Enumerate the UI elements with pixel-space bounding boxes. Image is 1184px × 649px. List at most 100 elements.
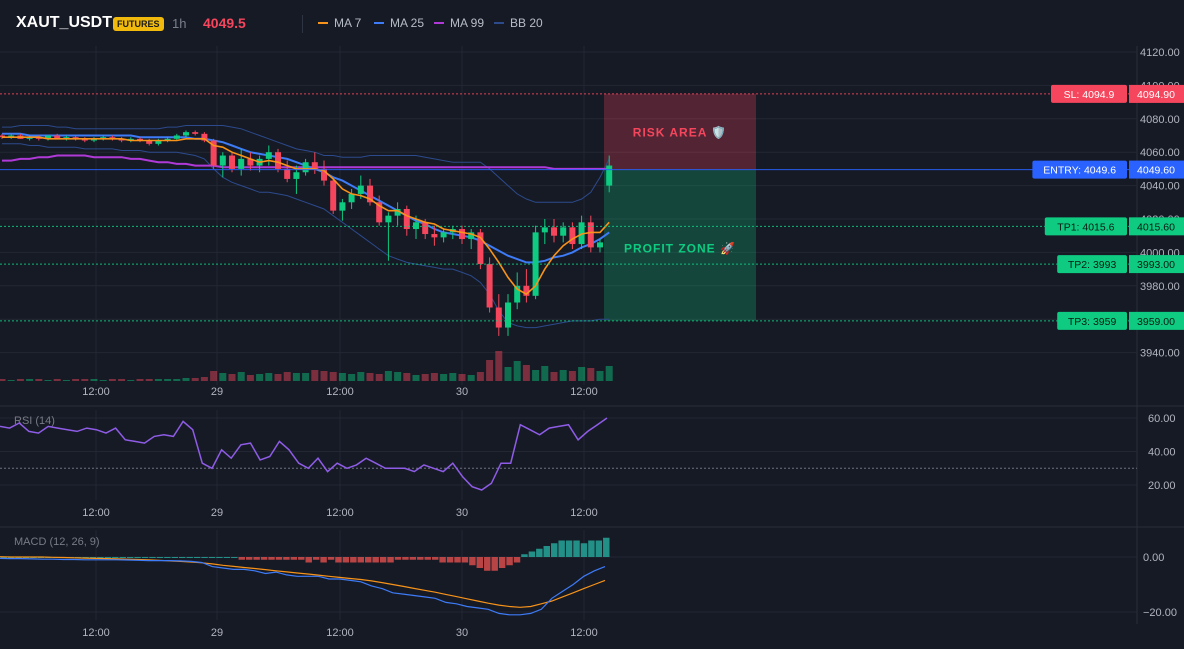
volume-bar: [541, 366, 549, 381]
volume-bar: [256, 374, 264, 381]
volume-bar: [394, 372, 402, 381]
ma25-swatch: [374, 22, 384, 24]
macd-histogram-bar: [179, 557, 186, 558]
x-tick-label: 12:00: [570, 386, 598, 398]
candle-body: [541, 227, 548, 233]
candle-body: [348, 193, 355, 203]
x-tick-label: 29: [211, 627, 223, 639]
macd-histogram-bar: [513, 557, 521, 563]
volume-bar: [384, 371, 392, 381]
price-axis-tag-label: 3959.00: [1137, 316, 1175, 328]
candle-body: [486, 264, 493, 308]
candle-body: [514, 285, 521, 303]
candle-body: [247, 158, 254, 166]
macd-histogram-bar: [82, 557, 89, 558]
macd-histogram-bar: [461, 557, 469, 563]
volume-bar: [320, 371, 328, 381]
volume-bar: [26, 379, 34, 381]
candle-body: [81, 138, 88, 141]
macd-histogram-bar: [268, 557, 275, 560]
legend-ma99[interactable]: MA 99: [434, 16, 484, 30]
legend-bb20[interactable]: BB 20: [494, 16, 543, 30]
bb-upper-line: [2, 125, 610, 203]
legend-ma25[interactable]: MA 25: [374, 16, 424, 30]
macd-histogram-bar: [245, 557, 253, 560]
candle-body: [275, 152, 281, 169]
macd-histogram-bar: [387, 557, 394, 563]
x-tick-label: 12:00: [570, 507, 598, 519]
last-price: 4049.5: [203, 15, 246, 31]
y-tick-label: 4120.00: [1140, 47, 1180, 59]
macd-histogram-bar: [112, 557, 119, 558]
price-axis-tag-label: 4015.60: [1137, 221, 1175, 233]
candle-body: [403, 208, 410, 230]
macd-y-tick-label: 0.00: [1143, 552, 1164, 564]
rsi-y-tick-label: 20.00: [1148, 480, 1176, 492]
volume-bar: [357, 372, 365, 381]
candle-body: [238, 158, 245, 169]
volume-bar: [403, 373, 411, 381]
macd-histogram-bar: [275, 557, 283, 560]
candle-body: [26, 137, 33, 139]
legend-ma7[interactable]: MA 7: [318, 16, 361, 30]
macd-histogram-bar: [484, 557, 491, 571]
x-tick-label: 30: [456, 507, 468, 519]
macd-histogram-bar: [573, 540, 580, 557]
macd-histogram-bar: [171, 557, 179, 558]
x-tick-label: 12:00: [82, 386, 110, 398]
y-tick-label: 4040.00: [1140, 181, 1180, 193]
ma99-swatch: [434, 22, 444, 24]
ma7-swatch: [318, 22, 328, 24]
candle-body: [164, 138, 171, 141]
rsi-line: [0, 417, 608, 491]
macd-histogram-bar: [543, 546, 550, 557]
candle-body: [357, 185, 364, 194]
x-tick-label: 12:00: [82, 507, 110, 519]
volume-bar: [292, 373, 300, 381]
symbol-title[interactable]: XAUT_USDT: [16, 14, 113, 31]
macd-histogram-bar: [424, 557, 431, 560]
volume-bar: [476, 372, 484, 381]
macd-histogram-bar: [208, 557, 216, 558]
macd-histogram-bar: [193, 557, 201, 558]
volume-bar: [72, 379, 80, 381]
y-tick-label: 4060.00: [1140, 147, 1180, 159]
macd-histogram-bar: [298, 557, 305, 560]
volume-bar: [302, 373, 310, 381]
volume-bar: [127, 380, 135, 381]
level-tag-label: ENTRY: 4049.6: [1043, 165, 1116, 177]
futures-badge: FUTURES: [113, 17, 164, 31]
price-axis-tag-label: 4049.60: [1137, 165, 1175, 177]
macd-histogram-bar: [528, 551, 536, 557]
volume-bar: [265, 373, 273, 381]
macd-histogram-bar: [409, 557, 417, 560]
candle-body: [440, 232, 447, 238]
macd-histogram-bar: [290, 557, 298, 560]
chart-header: XAUT_USDT FUTURES 1h 4049.5 MA 7 MA 25 M…: [0, 0, 1184, 46]
level-tag-label: TP1: 4015.6: [1057, 221, 1114, 233]
level-tag-label: TP2: 3993: [1068, 259, 1117, 271]
volume-bar: [274, 374, 282, 381]
ma25-line: [2, 132, 610, 264]
macd-histogram-bar: [580, 543, 588, 557]
candle-body: [127, 138, 134, 141]
x-tick-label: 30: [456, 627, 468, 639]
volume-bar: [412, 375, 420, 381]
volume-bar: [605, 366, 613, 381]
candle-body: [284, 168, 291, 179]
macd-histogram-bar: [379, 557, 387, 563]
candle-body: [293, 172, 300, 179]
candle-body: [551, 227, 557, 236]
candle-body: [155, 140, 162, 144]
candle-body: [597, 242, 603, 248]
volume-bar: [0, 379, 6, 381]
candle-body: [413, 222, 419, 230]
volume-bar: [228, 374, 236, 381]
macd-histogram-bar: [446, 557, 454, 563]
macd-histogram-bar: [104, 557, 112, 558]
macd-histogram-bar: [558, 540, 565, 557]
macd-histogram-bar: [394, 557, 402, 560]
timeframe-selector[interactable]: 1h: [172, 16, 187, 31]
x-tick-label: 12:00: [326, 507, 354, 519]
